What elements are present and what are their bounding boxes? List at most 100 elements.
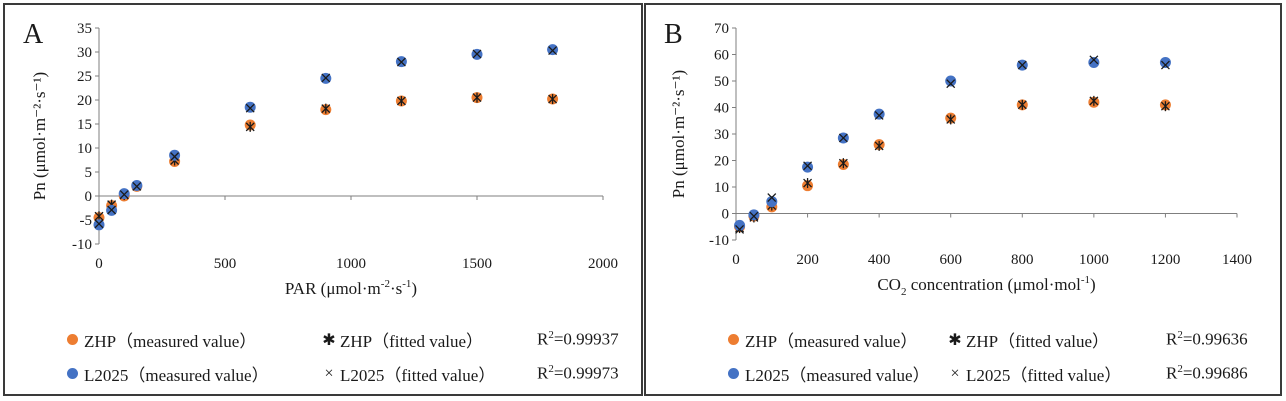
data-point	[244, 101, 256, 113]
legend-b-l2025-measured-label: L2025（measured value）	[745, 366, 930, 385]
x-tick-label: 1500	[462, 256, 492, 272]
fitted-point	[838, 133, 848, 143]
y-axis-title: Pn (μmol·m⁻²·s⁻¹)	[30, 72, 49, 200]
cross-icon: ×	[324, 364, 334, 382]
legend-a-l2025-fitted: × L2025（fitted value）	[322, 361, 495, 386]
fitted-point	[472, 92, 482, 103]
asterisk-icon: ✱	[322, 331, 336, 349]
fitted-point	[1160, 101, 1170, 112]
x-tick-label: 1400	[1222, 252, 1252, 268]
x-tick-label: 1200	[1150, 252, 1180, 268]
fitted-point	[874, 110, 884, 120]
cross-icon: ×	[950, 364, 960, 382]
fitted-point	[94, 219, 104, 229]
y-tick-label: 0	[85, 189, 93, 205]
data-point	[118, 188, 130, 200]
fitted-point	[245, 103, 255, 113]
data-point	[1159, 56, 1171, 68]
data-point	[945, 75, 957, 87]
x-title-sub: 2	[901, 286, 907, 298]
data-point	[1088, 56, 1100, 68]
x-tick-label: 200	[796, 252, 819, 268]
fitted-point	[838, 158, 848, 169]
x-tick-label: 1000	[336, 256, 366, 272]
orange-dot-icon	[728, 334, 739, 345]
fitted-point	[548, 94, 558, 105]
legend-a-zhp-fitted-label: ZHP（fitted value）	[340, 332, 484, 351]
legend-a-l2025-measured: L2025（measured value）	[67, 361, 269, 386]
r2-a-l2025-value: =0.99973	[553, 363, 619, 383]
legend-a: ZHP（measured value） ✱ ZHP（fitted value） …	[67, 325, 627, 385]
fitted-point	[132, 181, 142, 191]
fitted-point	[472, 49, 482, 59]
x-axis-title: PAR (μmol·m-2·s-1)	[285, 278, 417, 298]
legend-b-r2-l2025: R2=0.99686	[1166, 363, 1248, 383]
y-tick-label: 25	[77, 69, 92, 85]
y-tick-label: 35	[77, 21, 92, 37]
x-tick-label: 400	[868, 252, 891, 268]
y-tick-label: 30	[714, 127, 729, 143]
orange-dot-icon	[67, 334, 78, 345]
legend-a-l2025-fitted-label: L2025（fitted value）	[340, 366, 496, 385]
fitted-point	[1160, 60, 1170, 70]
x-title-mid: ·s	[390, 279, 402, 298]
data-point	[873, 108, 885, 120]
fitted-point	[803, 161, 813, 171]
legend-a-zhp-measured: ZHP（measured value）	[67, 327, 256, 352]
y-tick-label: 10	[77, 141, 92, 157]
x-title-main: CO	[877, 275, 901, 294]
x-title-mid: concentration (μmol·mol	[906, 275, 1081, 294]
data-point	[748, 209, 760, 221]
x-tick-label: 1000	[1079, 252, 1109, 268]
data-point	[93, 219, 105, 231]
legend-b-zhp-measured-label: ZHP（measured value）	[745, 332, 918, 351]
legend-b-l2025-measured: L2025（measured value）	[728, 361, 930, 386]
x-tick-label: 2000	[588, 256, 618, 272]
x-title-end: )	[411, 279, 417, 298]
y-tick-label: 60	[714, 48, 729, 64]
data-point	[802, 161, 814, 173]
fitted-point	[946, 114, 956, 125]
x-tick-label: 800	[1011, 252, 1033, 268]
x-tick-label: 0	[95, 256, 103, 272]
fitted-point	[548, 46, 558, 56]
fitted-point	[803, 178, 813, 189]
panel-letter-b: B	[664, 19, 683, 50]
x-tick-label: 600	[939, 252, 962, 268]
fitted-point	[1017, 60, 1027, 70]
fitted-point	[735, 224, 745, 234]
asterisk-icon: ✱	[948, 331, 962, 349]
legend-a-zhp-fitted: ✱ ZHP（fitted value）	[322, 327, 483, 352]
legend-b-l2025-fitted-label: L2025（fitted value）	[966, 366, 1122, 385]
fitted-point	[946, 79, 956, 89]
y-tick-label: 10	[714, 180, 729, 196]
y-tick-label: 0	[722, 207, 730, 223]
fitted-point	[321, 73, 331, 83]
fitted-point	[245, 121, 255, 132]
y-tick-label: 20	[714, 154, 729, 170]
y-tick-label: 40	[714, 101, 729, 117]
fitted-point	[396, 57, 406, 67]
legend-b: ZHP（measured value） ✱ ZHP（fitted value） …	[728, 325, 1268, 385]
r2-b-l2025-value: =0.99686	[1182, 363, 1248, 383]
panel-a: A -10 -5 0 5 10 15 20 25 30 35 0 500 1000 1500 2000 Pn …	[3, 3, 643, 396]
fitted-point	[1089, 95, 1099, 106]
chart-a-plot: -10 -5 0 5 10 15 20 25 30 35 0 500 1000 1500 2000 Pn (μ…	[30, 21, 618, 298]
x-title-sup: -2	[381, 278, 390, 290]
data-point	[547, 44, 559, 56]
y-tick-label: 15	[77, 117, 92, 133]
panel-b: B -10 0 10 20 30 40 50 60 70 0 200 400 600 800 1000 120…	[644, 3, 1282, 396]
fitted-point	[396, 95, 406, 106]
fitted-point	[767, 193, 777, 203]
legend-b-zhp-fitted: ✱ ZHP（fitted value）	[948, 327, 1109, 352]
x-tick-label: 500	[214, 256, 237, 272]
data-point	[734, 219, 746, 231]
data-point	[169, 149, 181, 161]
fitted-point	[1089, 55, 1099, 65]
x-tick-label: 0	[732, 252, 740, 268]
legend-b-r2-zhp: R2=0.99636	[1166, 329, 1248, 349]
y-tick-label: 30	[77, 45, 92, 61]
legend-a-zhp-measured-label: ZHP（measured value）	[84, 332, 257, 351]
